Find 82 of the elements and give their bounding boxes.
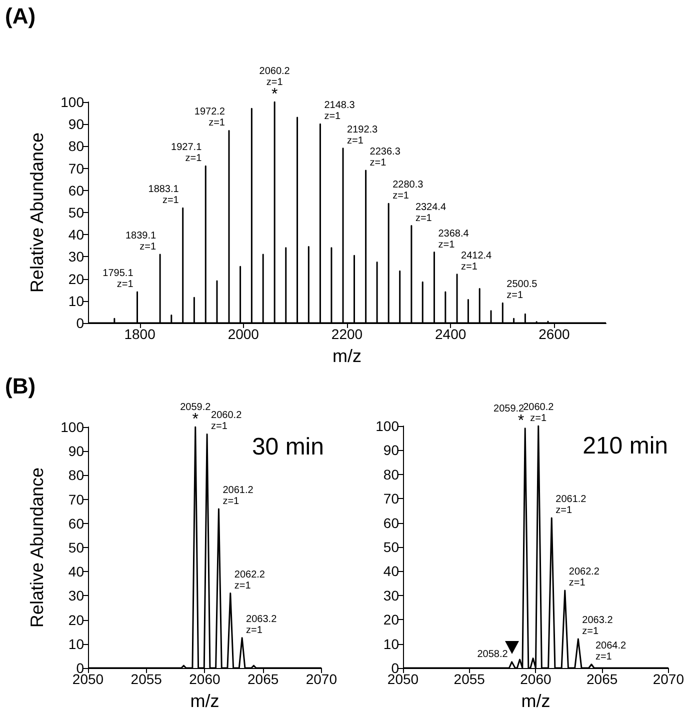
annotation: 2192.3 z=1: [347, 124, 378, 146]
annotation: 2059.2: [494, 403, 525, 414]
x-tick-label: 2065: [586, 671, 618, 687]
y-tick-label: 50: [68, 540, 84, 556]
y-tick-label: 80: [68, 138, 84, 154]
y-tick-label: 100: [60, 419, 84, 435]
y-tick-label: 20: [68, 270, 84, 287]
annotation: 2062.2 z=1: [234, 569, 266, 592]
y-tick-label: 50: [68, 204, 84, 220]
annotation: 1795.1 z=1: [102, 268, 134, 290]
x-tick-label: 1800: [124, 326, 156, 342]
y-tick-label: 80: [383, 466, 400, 482]
x-tick-label: 2070: [652, 671, 684, 687]
y-tick-label: 70: [68, 160, 84, 176]
y-tick-label: 40: [383, 563, 400, 580]
annotation: 2061.2 z=1: [556, 494, 587, 516]
x-tick-label: 2060: [189, 671, 220, 687]
annotation: 2060.2 z=1: [523, 402, 554, 424]
annotation: 2368.4 z=1: [438, 228, 470, 250]
y-axis-title: Relative Abundance: [27, 132, 47, 293]
y-tick-label: 10: [383, 636, 400, 652]
y-tick-label: 100: [60, 94, 84, 110]
annotation: 2280.3 z=1: [392, 180, 424, 202]
chart-title: (A): [5, 4, 36, 28]
annotation: 2060.2 z=1: [211, 410, 242, 432]
y-tick-label: 60: [383, 514, 400, 531]
y-tick-label: 40: [68, 226, 84, 243]
annotation: 2324.4 z=1: [415, 202, 446, 224]
x-tick-label: 2400: [435, 326, 466, 342]
annotation: 1883.1 z=1: [148, 184, 180, 206]
annotation: 2060.2 z=1: [259, 66, 290, 88]
x-axis-title: m/z: [190, 691, 220, 711]
annotation: 1972.2 z=1: [194, 106, 226, 129]
annotation: 2063.2 z=1: [246, 614, 278, 636]
chart-title: (B): [5, 374, 36, 398]
annotation: 2062.2 z=1: [568, 566, 600, 589]
annotation: 2064.2 z=1: [595, 640, 626, 662]
x-tick-label: 2600: [538, 326, 570, 342]
y-tick-label: 50: [383, 539, 400, 555]
y-tick-label: 60: [68, 515, 84, 532]
annotation: 2058.2: [477, 648, 508, 660]
annotation: *: [271, 86, 278, 103]
y-tick-label: 100: [376, 418, 400, 434]
x-axis-title: m/z: [332, 346, 362, 366]
x-tick-label: 2065: [247, 671, 279, 687]
annotation: 1927.1 z=1: [171, 142, 202, 164]
y-tick-label: 10: [68, 636, 84, 652]
y-tick-label: 90: [68, 443, 84, 460]
y-tick-label: 80: [68, 467, 84, 484]
x-axis-title: m/z: [521, 691, 550, 711]
y-tick-label: 0: [76, 315, 84, 331]
annotation: 2063.2 z=1: [582, 614, 614, 637]
y-tick-label: 70: [383, 490, 400, 507]
annotation: 2412.4 z=1: [461, 250, 492, 272]
annotation: 2061.2 z=1: [222, 484, 254, 507]
annotation: 2059.2: [180, 402, 212, 413]
y-tick-label: 30: [383, 587, 400, 604]
y-tick-label: 20: [383, 612, 400, 628]
x-tick-label: 2060: [520, 671, 552, 687]
y-axis-title: Relative Abundance: [27, 467, 47, 628]
x-tick-label: 2055: [454, 671, 486, 687]
y-tick-label: 70: [68, 491, 84, 508]
y-tick-label: 60: [68, 182, 84, 198]
annotation: 210 min: [582, 432, 668, 460]
y-tick-label: 30: [68, 248, 84, 265]
y-tick-label: 10: [68, 292, 84, 309]
y-tick-label: 30: [68, 588, 84, 604]
annotation: 30 min: [252, 434, 324, 460]
annotation: 2148.3 z=1: [324, 100, 356, 122]
y-tick-label: 90: [383, 442, 400, 458]
annotation: *: [518, 412, 524, 430]
x-tick-label: 2200: [331, 326, 363, 342]
y-tick-label: 40: [68, 564, 84, 580]
x-tick-label: 2070: [306, 671, 338, 687]
annotation: 2500.5 z=1: [506, 279, 538, 302]
annotation: *: [192, 411, 198, 428]
x-tick-label: 2055: [130, 671, 162, 687]
x-tick-label: 2000: [228, 326, 260, 342]
annotation: 1839.1 z=1: [125, 230, 156, 252]
annotation: 2236.3 z=1: [370, 146, 401, 169]
y-tick-label: 90: [68, 116, 84, 132]
y-tick-label: 20: [68, 612, 84, 628]
